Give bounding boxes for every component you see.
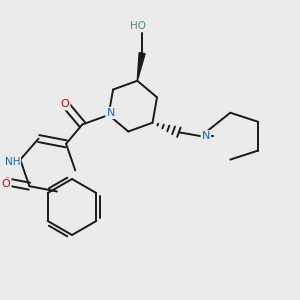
Text: HO: HO xyxy=(130,21,146,31)
Text: N: N xyxy=(106,108,115,118)
Text: O: O xyxy=(61,99,69,109)
Text: O: O xyxy=(2,179,11,189)
Polygon shape xyxy=(137,53,145,81)
Text: NH: NH xyxy=(4,157,20,167)
Text: N: N xyxy=(202,131,210,141)
